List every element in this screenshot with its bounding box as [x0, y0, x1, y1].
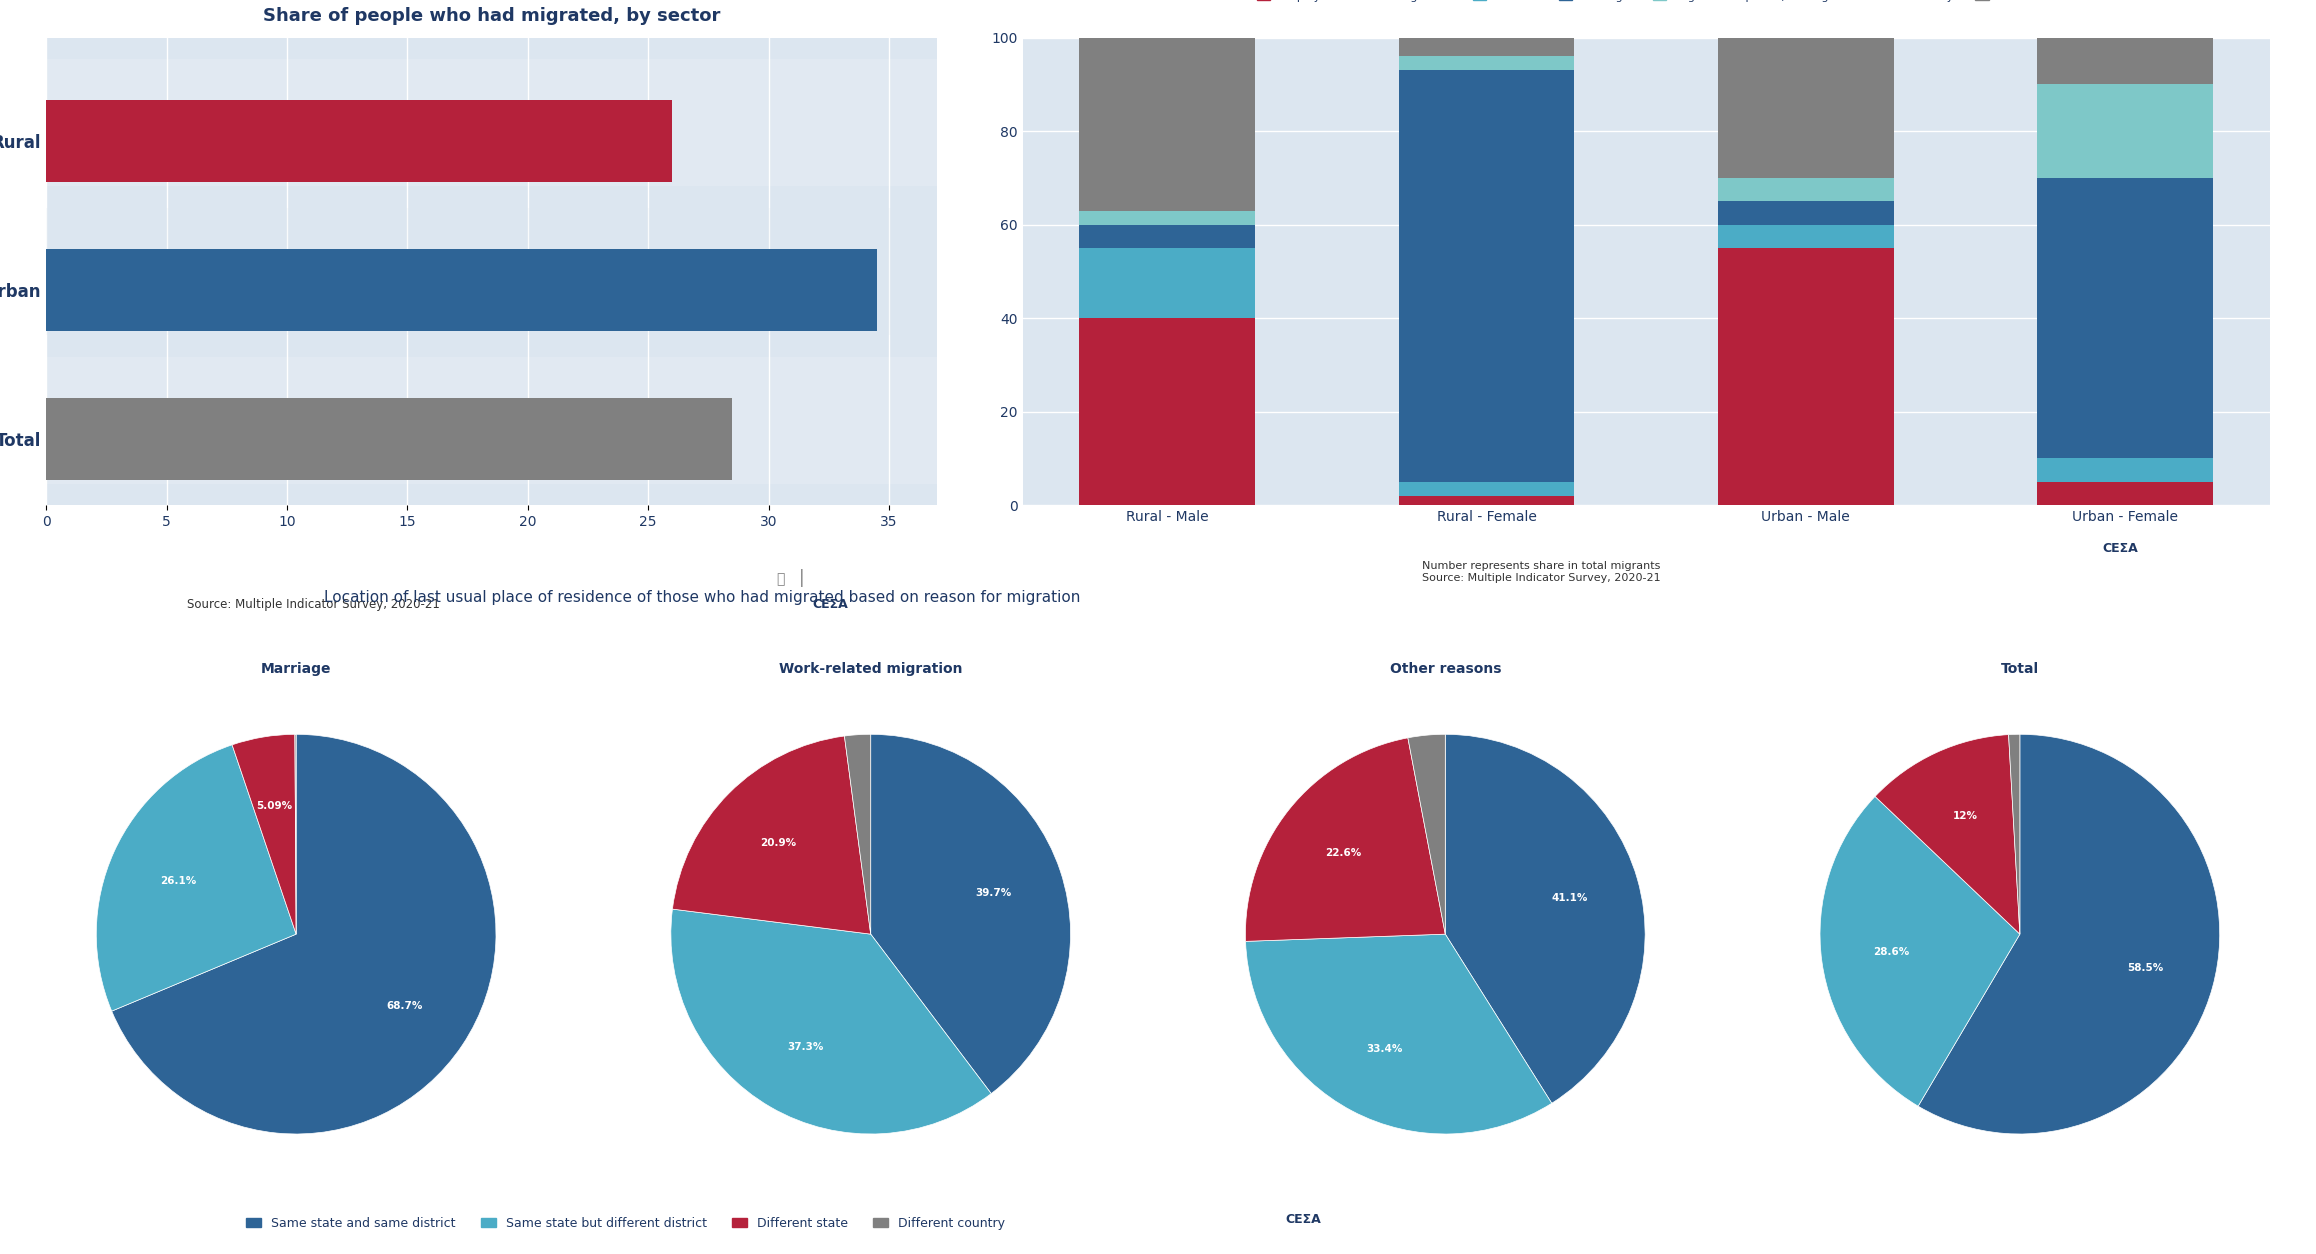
- Wedge shape: [97, 745, 296, 1011]
- Title: Work-related migration: Work-related migration: [778, 662, 963, 676]
- Bar: [46, 59, 938, 186]
- Bar: [2038, 178, 2214, 459]
- Bar: [1718, 248, 1894, 505]
- Wedge shape: [672, 736, 871, 934]
- Wedge shape: [1445, 735, 1644, 1104]
- Title: Marriage: Marriage: [262, 662, 331, 676]
- Wedge shape: [1408, 735, 1445, 934]
- Bar: [1399, 482, 1575, 495]
- Text: CEΣA: CEΣA: [813, 598, 848, 611]
- Bar: [46, 399, 732, 480]
- Text: Source: Multiple Indicator Survey, 2020-21: Source: Multiple Indicator Survey, 2020-…: [188, 598, 440, 611]
- Bar: [1079, 224, 1255, 248]
- Bar: [46, 250, 878, 331]
- Text: 41.1%: 41.1%: [1552, 893, 1589, 903]
- Bar: [1399, 38, 1575, 56]
- Bar: [1718, 178, 1894, 201]
- Title: Other reasons: Other reasons: [1390, 662, 1501, 676]
- Bar: [1079, 211, 1255, 224]
- Wedge shape: [2008, 735, 2020, 934]
- Text: CEΣA: CEΣA: [2103, 542, 2138, 556]
- Bar: [46, 100, 672, 182]
- Text: 5.09%: 5.09%: [257, 801, 292, 811]
- Text: Location of last usual place of residence of those who had migrated based on rea: Location of last usual place of residenc…: [324, 589, 1082, 604]
- Wedge shape: [111, 735, 496, 1134]
- Wedge shape: [232, 735, 296, 934]
- Bar: [46, 357, 938, 484]
- Text: 58.5%: 58.5%: [2126, 963, 2163, 973]
- Text: 39.7%: 39.7%: [975, 888, 1012, 898]
- Wedge shape: [672, 909, 991, 1134]
- Text: 33.4%: 33.4%: [1366, 1045, 1403, 1053]
- Bar: [2038, 38, 2214, 84]
- Wedge shape: [871, 735, 1070, 1093]
- Wedge shape: [1820, 796, 2020, 1106]
- Bar: [1079, 38, 1255, 211]
- Title: Share of people who had migrated, by sector: Share of people who had migrated, by sec…: [264, 8, 720, 25]
- Text: 28.6%: 28.6%: [1874, 947, 1908, 957]
- Text: 20.9%: 20.9%: [760, 838, 797, 848]
- Wedge shape: [1918, 735, 2219, 1134]
- Wedge shape: [1246, 737, 1445, 942]
- Bar: [46, 208, 938, 335]
- Text: 📷: 📷: [776, 572, 785, 586]
- Text: CEΣA: CEΣA: [1285, 1213, 1320, 1225]
- Legend: Employment related migration, Studies, Marriage, Migration of parent/earning mem: Employment related migration, Studies, M…: [1253, 0, 2040, 6]
- Bar: [2038, 84, 2214, 178]
- Bar: [2038, 459, 2214, 482]
- Bar: [1079, 248, 1255, 319]
- Bar: [1399, 495, 1575, 505]
- Text: 12%: 12%: [1952, 811, 1978, 821]
- Wedge shape: [1246, 934, 1552, 1134]
- Text: 26.1%: 26.1%: [160, 875, 197, 885]
- Text: 22.6%: 22.6%: [1325, 848, 1362, 858]
- Bar: [2038, 482, 2214, 505]
- Bar: [1079, 319, 1255, 505]
- Bar: [1718, 38, 1894, 178]
- Wedge shape: [1876, 735, 2020, 934]
- Text: 37.3%: 37.3%: [787, 1042, 824, 1052]
- Bar: [1399, 56, 1575, 70]
- Title: Total: Total: [2001, 662, 2038, 676]
- Bar: [1399, 70, 1575, 482]
- Legend: Same state and same district, Same state but different district, Different state: Same state and same district, Same state…: [241, 1213, 1010, 1235]
- Wedge shape: [845, 735, 871, 934]
- Text: |: |: [799, 569, 804, 587]
- Text: Number represents share in total migrants
Source: Multiple Indicator Survey, 202: Number represents share in total migrant…: [1422, 562, 1661, 583]
- Text: 68.7%: 68.7%: [387, 1001, 422, 1011]
- Bar: [1718, 224, 1894, 248]
- Bar: [1718, 201, 1894, 224]
